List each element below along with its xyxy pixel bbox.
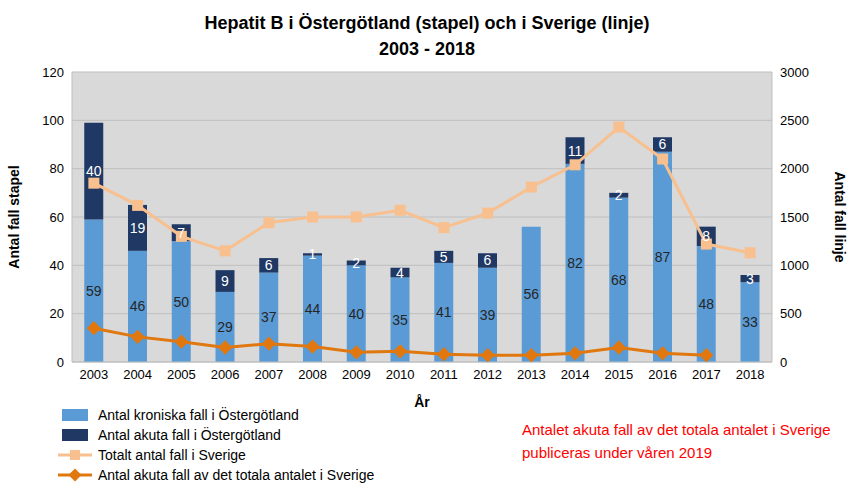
svg-text:33: 33	[742, 314, 758, 330]
svg-text:2011: 2011	[430, 367, 458, 382]
svg-text:39: 39	[480, 307, 496, 323]
svg-text:2007: 2007	[254, 367, 283, 382]
svg-text:6: 6	[484, 252, 492, 268]
svg-text:40: 40	[348, 306, 364, 322]
svg-text:41: 41	[436, 304, 452, 320]
svg-text:87: 87	[655, 249, 671, 265]
html-text:Antal akuta fall av det totala: Antal akuta fall av det totala antalet i…	[98, 467, 375, 483]
svg-text:2: 2	[352, 255, 360, 271]
svg-text:40: 40	[50, 258, 64, 273]
svg-text:2004: 2004	[123, 367, 152, 382]
svg-text:Antal fall linje: Antal fall linje	[832, 171, 848, 262]
svg-text:80: 80	[50, 161, 64, 176]
svg-text:46: 46	[130, 298, 146, 314]
svg-text:9: 9	[221, 273, 229, 289]
html-text:2003 - 2018: 2003 - 2018	[379, 39, 475, 59]
svg-text:100: 100	[42, 113, 64, 128]
svg-text:20: 20	[50, 306, 64, 321]
svg-text:2003: 2003	[79, 367, 108, 382]
svg-text:2500: 2500	[780, 113, 809, 128]
svg-text:2013: 2013	[517, 367, 546, 382]
svg-text:3000: 3000	[780, 65, 809, 80]
svg-text:2018: 2018	[736, 367, 765, 382]
svg-text:48: 48	[698, 296, 714, 312]
svg-text:1000: 1000	[780, 258, 809, 273]
svg-text:40: 40	[86, 163, 102, 179]
svg-text:56: 56	[523, 286, 539, 302]
svg-text:2015: 2015	[604, 367, 633, 382]
svg-text:1: 1	[309, 246, 317, 262]
svg-text:0: 0	[780, 355, 787, 370]
svg-text:2016: 2016	[648, 367, 677, 382]
svg-text:500: 500	[780, 306, 802, 321]
html-text:Antal kroniska fall i Östergöt: Antal kroniska fall i Östergötland	[98, 407, 299, 423]
svg-text:1500: 1500	[780, 210, 809, 225]
svg-text:50: 50	[173, 294, 189, 310]
svg-text:2008: 2008	[298, 367, 327, 382]
svg-text:4: 4	[396, 265, 404, 281]
html-text:Antalet akuta fall av det tota: Antalet akuta fall av det totala antalet…	[522, 421, 831, 461]
svg-text:6: 6	[659, 136, 667, 152]
svg-text:2010: 2010	[386, 367, 415, 382]
svg-text:2017: 2017	[692, 367, 721, 382]
svg-text:2006: 2006	[211, 367, 240, 382]
svg-text:8: 8	[702, 228, 710, 244]
svg-text:3: 3	[746, 271, 754, 287]
svg-text:6: 6	[265, 257, 273, 273]
svg-text:2014: 2014	[561, 367, 590, 382]
svg-text:60: 60	[50, 210, 64, 225]
html-text:Hepatit B i Östergötland (stap: Hepatit B i Östergötland (stapel) och i …	[204, 13, 650, 33]
svg-text:120: 120	[42, 65, 64, 80]
svg-text:2009: 2009	[342, 367, 371, 382]
svg-text:19: 19	[130, 220, 146, 236]
svg-text:11: 11	[568, 143, 583, 159]
svg-text:35: 35	[392, 312, 408, 328]
svg-text:37: 37	[261, 309, 277, 325]
svg-text:68: 68	[611, 272, 627, 288]
svg-text:0: 0	[57, 355, 64, 370]
html-text:Antal akuta fall i Östergötlan: Antal akuta fall i Östergötland	[98, 427, 281, 443]
html-text:Totalt antal fall i Sverige: Totalt antal fall i Sverige	[98, 447, 246, 463]
svg-text:82: 82	[567, 255, 583, 271]
svg-text:5: 5	[440, 249, 448, 265]
svg-text:2: 2	[615, 187, 623, 203]
svg-text:2005: 2005	[167, 367, 196, 382]
svg-text:År: År	[414, 394, 430, 407]
svg-text:Antal fall stapel: Antal fall stapel	[6, 165, 22, 268]
svg-text:29: 29	[217, 319, 233, 335]
svg-text:44: 44	[305, 301, 321, 317]
svg-text:2000: 2000	[780, 161, 809, 176]
svg-text:59: 59	[86, 283, 102, 299]
svg-text:7: 7	[177, 225, 185, 241]
svg-text:2012: 2012	[473, 367, 502, 382]
